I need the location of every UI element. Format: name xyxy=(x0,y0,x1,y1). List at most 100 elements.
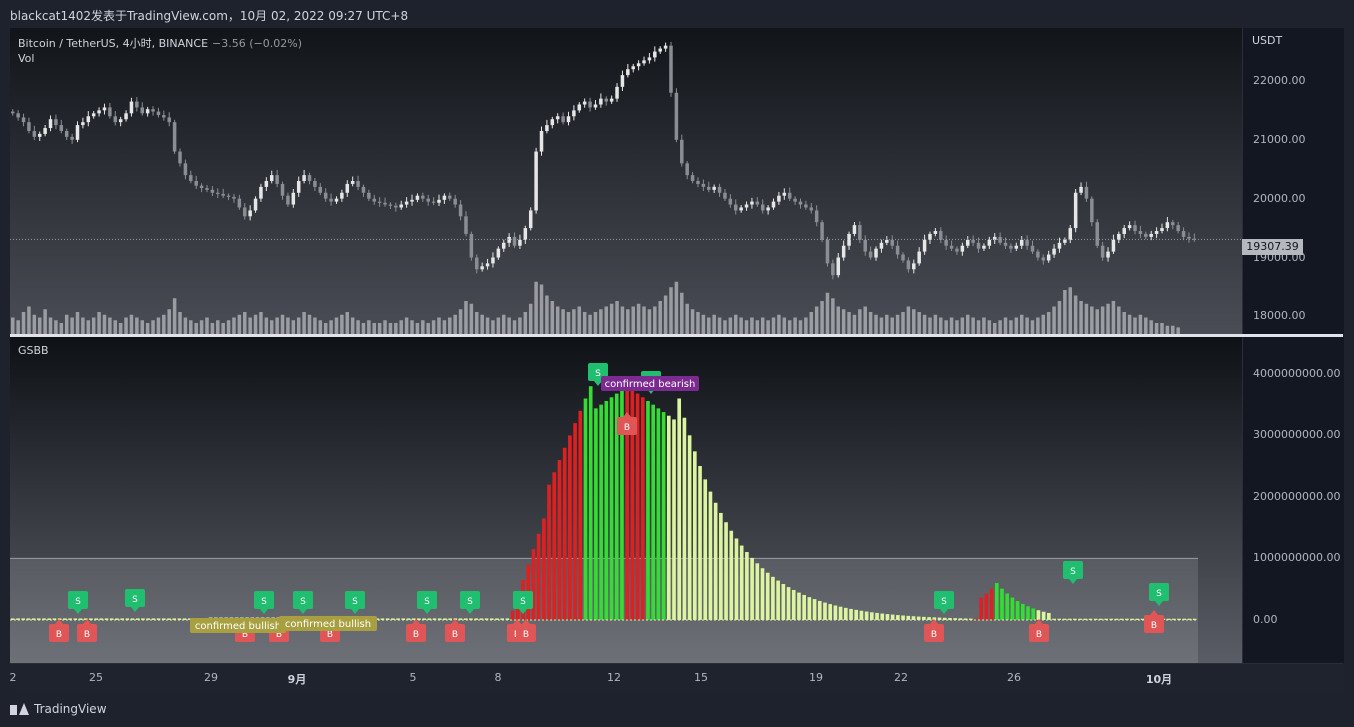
candle-body xyxy=(642,60,646,64)
indicator-axis[interactable]: 4000000000.00 3000000000.00 2000000000.00 1… xyxy=(1242,337,1344,663)
volume-bar xyxy=(313,317,317,334)
volume-bar xyxy=(523,312,528,334)
reference-band xyxy=(10,558,1198,663)
candle-body xyxy=(949,245,954,249)
gsbb-bar xyxy=(588,386,593,620)
volume-bar xyxy=(534,281,538,334)
gsbb-bar xyxy=(781,584,786,620)
marker-letter: S xyxy=(1070,567,1076,577)
gsbb-bar xyxy=(463,618,468,620)
gsbb-bar xyxy=(1119,618,1124,620)
time-axis[interactable]: 2 25 29 9月 5 8 12 15 19 22 26 10月 xyxy=(10,663,1343,692)
candle-body xyxy=(518,239,522,246)
candle-body xyxy=(296,181,301,193)
gsbb-bar xyxy=(489,618,494,620)
volume-bar xyxy=(334,317,339,334)
candle-body xyxy=(528,210,533,229)
gsbb-bar xyxy=(1182,618,1187,620)
price-axis[interactable]: 22000.00 21000.00 20000.00 19000.00 18000.00 xyxy=(1242,28,1344,334)
indicator-pane[interactable]: SSSSSSSSSSSSSBBBBBBBBBBBBBconfirmed bear… xyxy=(10,337,1242,663)
bearish-label-box xyxy=(601,376,699,391)
volume-bar xyxy=(135,317,139,334)
indicator-legend[interactable]: GSBB xyxy=(18,344,49,357)
gsbb-bar xyxy=(854,609,859,620)
volume-bar xyxy=(226,320,231,334)
gsbb-bar xyxy=(614,393,619,620)
volume-bar xyxy=(782,317,787,334)
buy-marker-box xyxy=(617,417,637,435)
candle-body xyxy=(507,236,511,243)
price-pane[interactable]: Bitcoin / TetherUS, 4小时, BINANCE −3.56 (−… xyxy=(10,28,1242,334)
candle-body xyxy=(205,188,209,190)
volume-bar xyxy=(243,312,247,334)
volume-bar xyxy=(787,320,792,334)
candle-body xyxy=(356,181,360,187)
gsbb-bar xyxy=(52,618,57,620)
candle-body xyxy=(1154,231,1159,234)
gsbb-bar xyxy=(1140,618,1145,620)
volume-bar xyxy=(485,317,490,334)
volume-bar xyxy=(566,312,571,334)
candle-body xyxy=(1144,233,1148,237)
volume-bar xyxy=(442,320,447,334)
volume-bar xyxy=(852,314,857,334)
vol-legend[interactable]: Vol xyxy=(18,52,35,65)
volume-bar xyxy=(118,323,123,334)
candle-body xyxy=(248,210,252,217)
gsbb-chart[interactable]: SSSSSSSSSSSSSBBBBBBBBBBBBBconfirmed bear… xyxy=(10,337,1242,663)
buy-signal-marker: B xyxy=(1144,610,1164,633)
marker-letter: B xyxy=(242,630,248,640)
candle-body xyxy=(172,122,177,152)
pane-separator[interactable] xyxy=(10,334,1343,337)
volume-bar xyxy=(825,292,830,334)
candle-body xyxy=(372,198,377,202)
gsbb-bar xyxy=(1031,608,1036,620)
candle-body xyxy=(793,198,797,202)
candle-body xyxy=(464,216,468,234)
gsbb-bar xyxy=(1026,606,1030,620)
indicator-tick-label: 1000000000.00 xyxy=(1253,551,1341,565)
candle-body xyxy=(744,204,749,208)
gsbb-bar xyxy=(1078,618,1082,620)
marker-letter: S xyxy=(352,597,358,607)
volume-bar xyxy=(626,309,630,334)
volume-bar xyxy=(717,317,722,334)
volume-bar xyxy=(992,323,997,334)
buy-marker-box xyxy=(924,624,944,642)
candle-body xyxy=(216,192,220,194)
gsbb-bar xyxy=(568,435,572,620)
volume-bar xyxy=(545,295,549,334)
candle-body xyxy=(933,231,938,234)
candle-body xyxy=(491,257,495,264)
candle-body xyxy=(868,251,873,258)
indicator-tick-label: 3000000000.00 xyxy=(1253,428,1341,442)
candlestick-chart[interactable] xyxy=(10,28,1242,334)
candle-body xyxy=(48,119,53,129)
sell-signal-marker: S xyxy=(345,591,365,614)
footer[interactable]: TradingView xyxy=(10,702,107,716)
last-price-tag: 19307.39 xyxy=(1242,239,1303,255)
candle-body xyxy=(717,186,722,193)
gsbb-bar xyxy=(542,518,546,620)
candle-body xyxy=(383,202,387,205)
volume-bar xyxy=(21,312,26,334)
volume-bar xyxy=(469,303,474,334)
gsbb-bar xyxy=(531,549,536,620)
gsbb-bar xyxy=(953,618,957,620)
gsbb-bar xyxy=(666,415,671,620)
symbol-legend[interactable]: Bitcoin / TetherUS, 4小时, BINANCE −3.56 (−… xyxy=(18,35,302,51)
volume-bar xyxy=(863,306,867,334)
candle-body xyxy=(814,210,819,223)
gsbb-bar xyxy=(672,419,676,620)
volume-bar xyxy=(421,320,425,334)
candle-body xyxy=(1160,228,1164,232)
gsbb-bar xyxy=(989,588,994,620)
volume-bar xyxy=(593,312,598,334)
currency-label[interactable]: USDT xyxy=(1252,34,1283,47)
volume-bar xyxy=(280,314,285,334)
candle-body xyxy=(928,233,932,240)
volume-bar xyxy=(480,314,484,334)
gsbb-bar xyxy=(453,618,458,620)
candle-body xyxy=(728,198,733,205)
volume-bar xyxy=(793,317,797,334)
